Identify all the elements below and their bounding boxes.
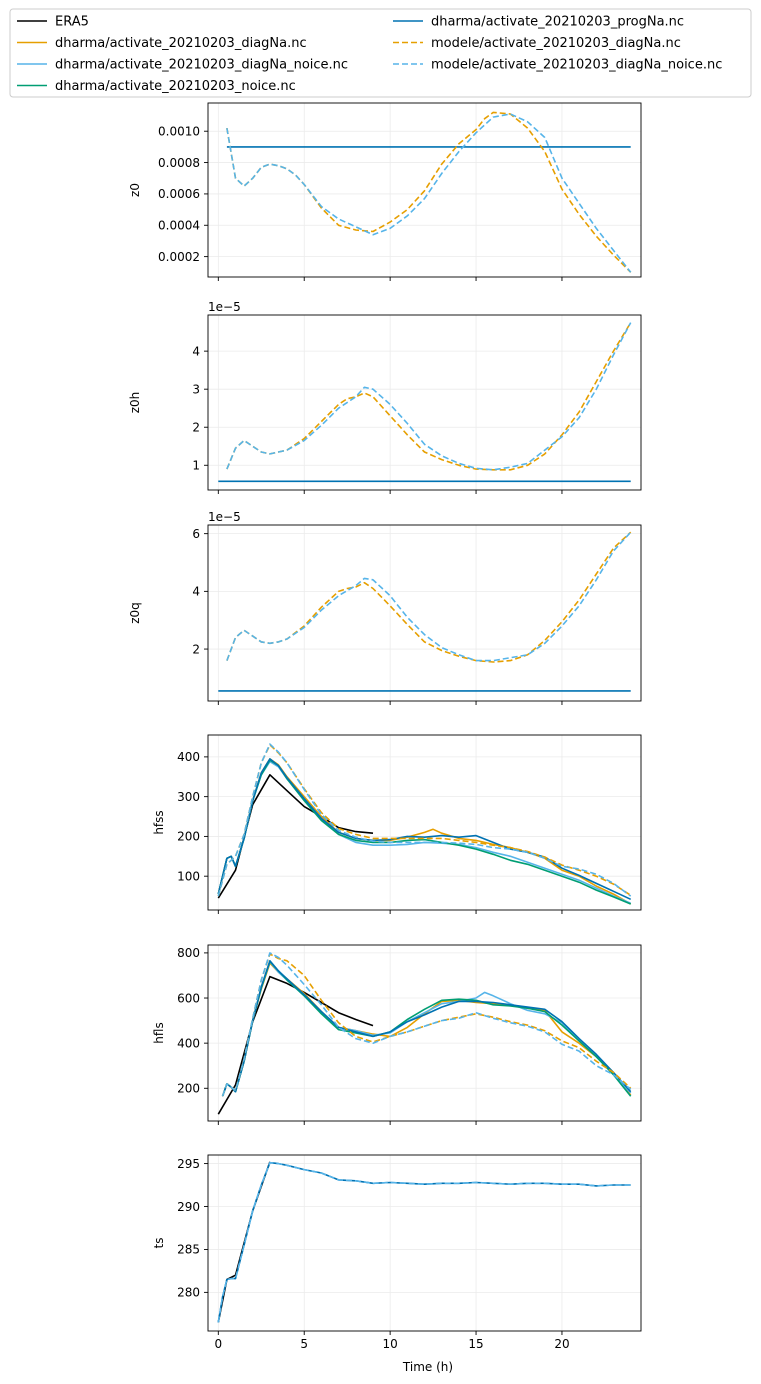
legend-label: dharma/activate_20210203_diagNa.nc bbox=[55, 36, 307, 51]
axes-frame bbox=[207, 102, 642, 278]
y-tick-label: 295 bbox=[177, 1157, 200, 1171]
y-tick-label: 200 bbox=[177, 1082, 200, 1096]
y-axis-label: hfls bbox=[152, 1022, 166, 1043]
series-line-me_diag_noice bbox=[217, 743, 632, 897]
series-group bbox=[217, 952, 632, 1115]
grid bbox=[208, 735, 641, 910]
y-tick-label: 2 bbox=[192, 642, 200, 656]
y-tick-label: 2 bbox=[192, 421, 200, 435]
legend-label: dharma/activate_20210203_noice.nc bbox=[55, 79, 296, 94]
series-line-me_diag_noice bbox=[226, 531, 632, 662]
y-tick-label: 600 bbox=[177, 991, 200, 1005]
subplot-ts: 0 5 10 15 20 280 285 290 295 ts bbox=[152, 1154, 642, 1351]
grid bbox=[208, 315, 641, 490]
y-tick-label: 1 bbox=[192, 459, 200, 473]
x-tick-label: 10 bbox=[382, 1337, 397, 1351]
y-tick-label: 200 bbox=[177, 830, 200, 844]
grid bbox=[208, 103, 641, 277]
y-tick-label: 800 bbox=[177, 946, 200, 960]
subplot-hfls: 200 400 600 800 hfls bbox=[152, 944, 642, 1125]
y-tick-label: 4 bbox=[192, 344, 200, 358]
grid bbox=[208, 525, 641, 701]
legend-label: modele/activate_20210203_diagNa_noice.nc bbox=[431, 58, 722, 73]
y-tick-label: 300 bbox=[177, 790, 200, 804]
subplot-z0q: 2 4 6 1e−5 z0q bbox=[128, 510, 642, 705]
axes-frame bbox=[207, 944, 642, 1122]
series-group bbox=[226, 111, 632, 273]
legend-label: dharma/activate_20210203_diagNa_noice.nc bbox=[55, 58, 348, 73]
series-line-me_diag_noice bbox=[221, 952, 632, 1097]
legend-item-me_diag: modele/activate_20210203_diagNa.nc bbox=[393, 36, 681, 51]
y-axis-label: z0q bbox=[128, 602, 142, 624]
series-line-era5 bbox=[217, 975, 374, 1115]
x-axis-label: Time (h) bbox=[402, 1360, 453, 1374]
y-tick-label: 0.0004 bbox=[158, 219, 200, 233]
y-tick-label: 0.0002 bbox=[158, 250, 200, 264]
y-tick-label: 4 bbox=[192, 585, 200, 599]
y-offset-text: 1e−5 bbox=[208, 510, 241, 524]
y-tick-label: 285 bbox=[177, 1243, 200, 1257]
grid bbox=[208, 1155, 641, 1331]
legend-item-dh_prog: dharma/activate_20210203_progNa.nc bbox=[393, 15, 684, 30]
y-axis-label: z0 bbox=[128, 183, 142, 197]
y-tick-label: 3 bbox=[192, 382, 200, 396]
series-line-me_diag bbox=[221, 953, 632, 1097]
y-offset-text: 1e−5 bbox=[208, 300, 241, 314]
series-line-me_diag_noice bbox=[226, 113, 632, 273]
legend-item-me_diag_noice: modele/activate_20210203_diagNa_noice.nc bbox=[393, 58, 722, 73]
y-tick-label: 400 bbox=[177, 1036, 200, 1050]
legend-item-dh_diag_noice: dharma/activate_20210203_diagNa_noice.nc bbox=[17, 58, 348, 73]
subplot-z0h: 1 2 3 4 1e−5 z0h bbox=[128, 300, 642, 494]
axes-frame bbox=[207, 524, 642, 702]
series-line-me_diag bbox=[226, 531, 632, 663]
legend-item-dh_diag: dharma/activate_20210203_diagNa.nc bbox=[17, 36, 307, 51]
legend-label: ERA5 bbox=[55, 15, 89, 30]
legend-label: modele/activate_20210203_diagNa.nc bbox=[431, 36, 681, 51]
grid bbox=[208, 945, 641, 1121]
series-group bbox=[218, 322, 632, 483]
legend-frame bbox=[9, 8, 752, 98]
series-line-dh_prog bbox=[221, 959, 632, 1097]
series-line-me_diag_noice bbox=[226, 322, 632, 471]
y-tick-label: 290 bbox=[177, 1200, 200, 1214]
series-line-dh_prog bbox=[217, 1161, 631, 1323]
y-axis-label: ts bbox=[152, 1238, 166, 1249]
x-tick-label: 20 bbox=[554, 1337, 569, 1351]
series-line-dh_diag bbox=[217, 758, 632, 905]
series-group bbox=[218, 531, 632, 692]
series-line-me_diag bbox=[226, 322, 632, 471]
series-group bbox=[217, 743, 632, 905]
y-tick-label: 6 bbox=[192, 527, 200, 541]
axes-frame bbox=[207, 734, 642, 911]
y-tick-label: 0.0006 bbox=[158, 187, 200, 201]
x-tick-label: 5 bbox=[300, 1337, 308, 1351]
legend-label: dharma/activate_20210203_progNa.nc bbox=[431, 15, 684, 30]
series-line-me_diag bbox=[226, 111, 632, 273]
axes-frame bbox=[207, 314, 642, 491]
legend: ERA5dharma/activate_20210203_diagNa.ncdh… bbox=[9, 8, 752, 98]
legend-item-dh_noice: dharma/activate_20210203_noice.nc bbox=[17, 79, 296, 94]
y-tick-label: 280 bbox=[177, 1286, 200, 1300]
series-line-me_diag_noice bbox=[217, 1161, 631, 1323]
x-tick-label: 0 bbox=[214, 1337, 222, 1351]
x-tick-label: 15 bbox=[468, 1337, 483, 1351]
y-tick-label: 100 bbox=[177, 869, 200, 883]
axes-frame bbox=[207, 1154, 642, 1332]
y-axis-label: hfss bbox=[152, 810, 166, 834]
subplots: 0.0002 0.0004 0.0006 0.0008 0.0010 z0 1 2 3 4 1e−5… bbox=[128, 102, 642, 1351]
y-tick-label: 0.0010 bbox=[158, 125, 200, 139]
y-axis-label: z0h bbox=[128, 392, 142, 414]
subplot-z0: 0.0002 0.0004 0.0006 0.0008 0.0010 z0 bbox=[128, 102, 642, 281]
y-tick-label: 400 bbox=[177, 750, 200, 764]
series-group bbox=[217, 1161, 631, 1323]
y-tick-label: 0.0008 bbox=[158, 156, 200, 170]
legend-item-era5: ERA5 bbox=[17, 15, 89, 30]
subplot-hfss: 100 200 300 400 hfss bbox=[152, 734, 642, 914]
